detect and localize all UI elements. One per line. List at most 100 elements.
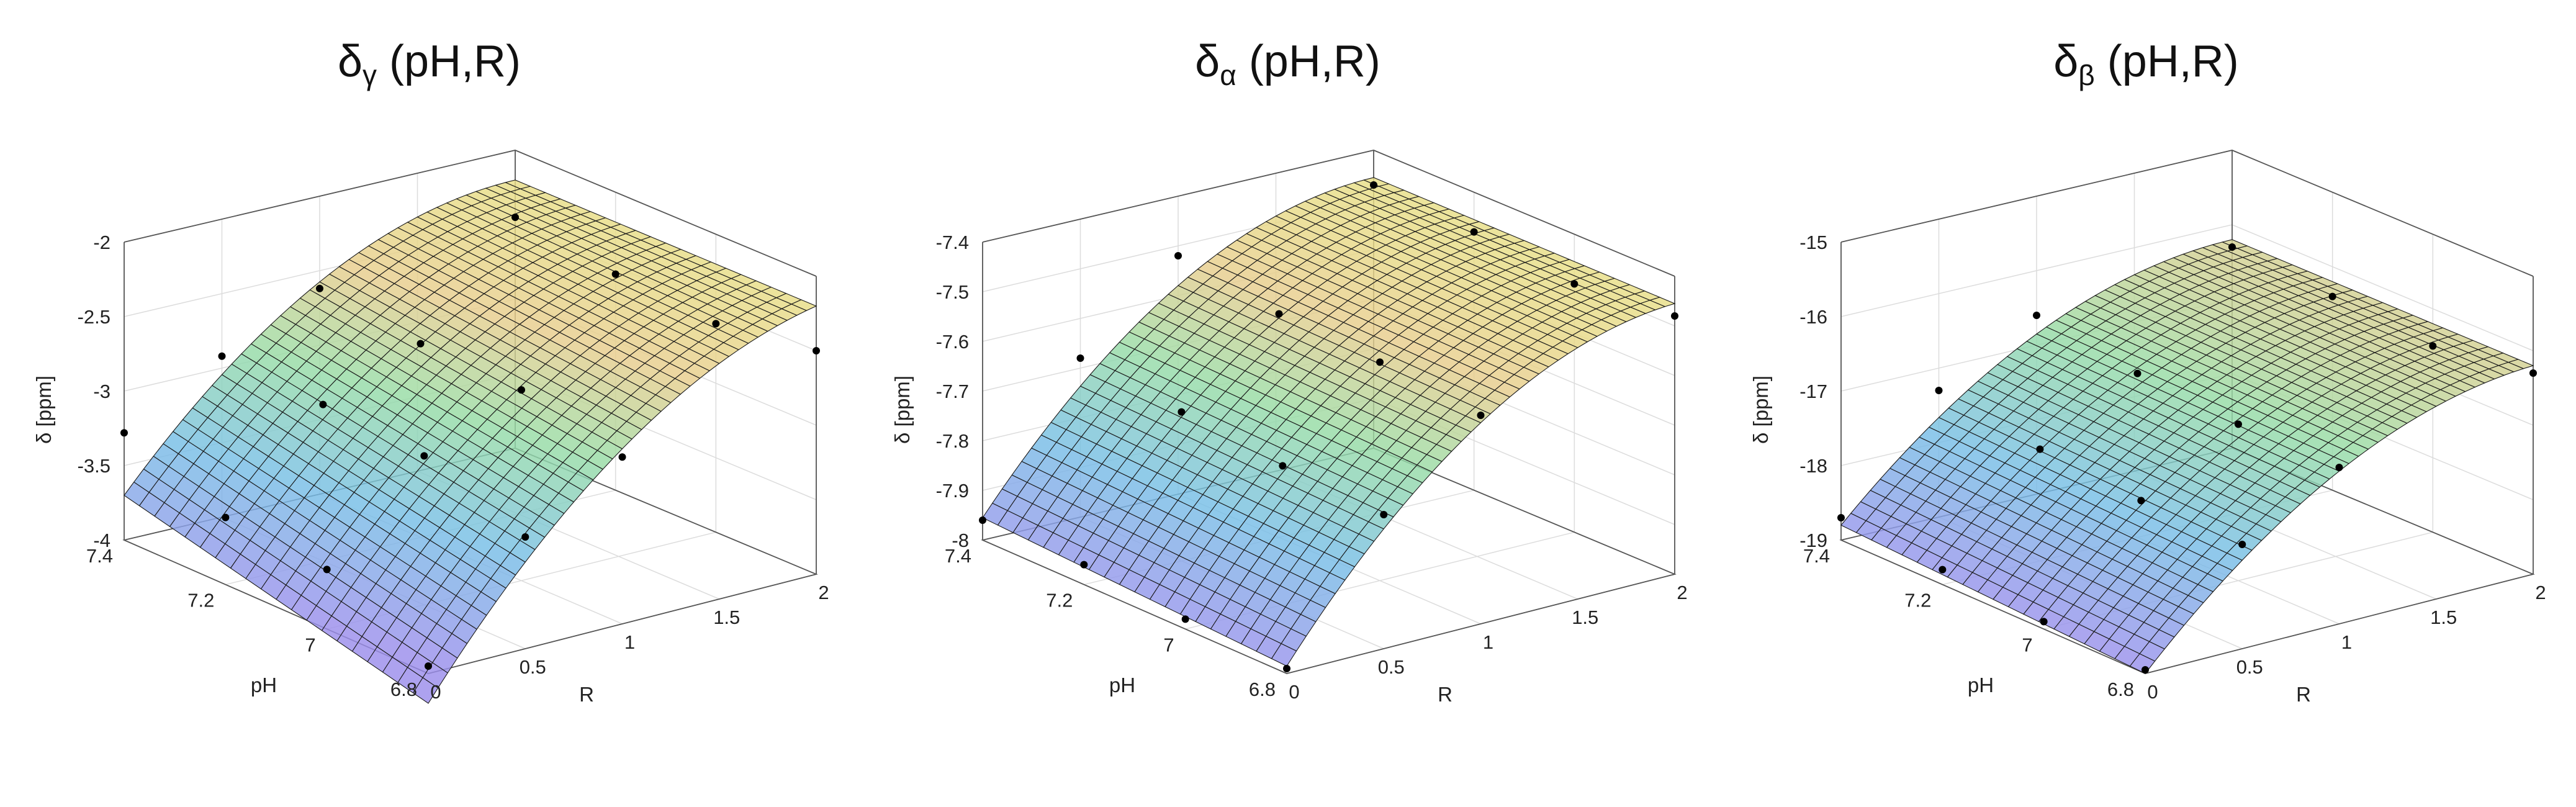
y-tick-label: 6.8 <box>390 679 417 700</box>
y-axis-label: pH <box>1109 674 1135 697</box>
data-point <box>618 453 626 461</box>
data-point <box>1178 408 1186 416</box>
data-point <box>712 320 720 328</box>
z-tick-label: -3 <box>93 381 110 402</box>
y-tick-label: 6.8 <box>2107 679 2134 700</box>
z-tick-label: -7.7 <box>936 381 969 402</box>
y-tick-label: 7 <box>305 634 315 656</box>
x-axis-label: R <box>1438 683 1452 706</box>
y-tick-label: 6.8 <box>1249 679 1276 700</box>
data-point <box>611 270 619 278</box>
z-axis-label: δ [ppm] <box>32 376 55 444</box>
y-tick-label: 7.2 <box>187 590 214 611</box>
z-tick-label: -2.5 <box>78 306 110 328</box>
data-point <box>120 429 128 437</box>
data-point <box>2235 420 2242 428</box>
surface-cell <box>2507 359 2534 369</box>
data-point <box>2036 445 2044 453</box>
x-tick-label: 1 <box>2341 631 2352 653</box>
data-point <box>323 566 331 574</box>
x-tick-label: 0 <box>2147 681 2158 703</box>
data-point <box>1935 387 1943 394</box>
data-point <box>1837 514 1845 521</box>
y-axis-label: pH <box>1968 674 1994 697</box>
z-tick-label: -7.5 <box>936 281 969 303</box>
z-tick-label: -3.5 <box>78 455 110 477</box>
data-point <box>319 400 327 408</box>
data-point <box>2228 243 2236 251</box>
data-point <box>813 347 820 354</box>
y-axis-label: pH <box>251 674 277 697</box>
x-tick-label: 1 <box>1483 631 1493 653</box>
data-point <box>1080 561 1088 569</box>
surface-plot-beta: -19 -18 -17 -16 -15 6.8 7 7.2 7.4 0 0.5 1 1.5 2 δ [ppm… <box>1749 150 2546 706</box>
data-point <box>2328 292 2336 300</box>
surface-cell <box>790 299 817 311</box>
chart-title: δα (pH,R) <box>1195 37 1380 91</box>
data-point <box>420 452 428 460</box>
data-point <box>1181 615 1189 623</box>
z-tick-label: -7.8 <box>936 430 969 452</box>
x-tick-label: 1.5 <box>713 606 740 628</box>
y-tick-label: 7.4 <box>86 545 113 567</box>
x-tick-label: 0.5 <box>1378 656 1405 678</box>
data-point <box>2429 342 2437 350</box>
chart-title: δβ (pH,R) <box>2053 37 2239 91</box>
z-tick-label: -18 <box>1799 455 1827 477</box>
x-tick-label: 1.5 <box>2430 606 2457 628</box>
z-tick-label: -4 <box>93 530 110 551</box>
data-point <box>1275 310 1283 318</box>
z-tick-label: -7.9 <box>936 480 969 502</box>
data-point <box>1076 354 1084 362</box>
data-point <box>1279 462 1287 470</box>
data-point <box>1671 312 1678 320</box>
data-point <box>2141 666 2149 674</box>
data-point <box>1370 181 1377 189</box>
x-axis-label: R <box>579 683 594 706</box>
data-points <box>120 214 820 670</box>
data-point <box>2133 369 2141 377</box>
y-tick-label: 7.2 <box>1904 590 1931 611</box>
data-point <box>1477 412 1485 419</box>
x-tick-label: 0.5 <box>520 656 546 678</box>
z-tick-label: -7.6 <box>936 331 969 353</box>
chart-panel-beta: δβ (pH,R) -19 -18 -17 -16 -15 6.8 7 7.2 7.4 0 0.5 1… <box>1717 0 2575 807</box>
data-point <box>2529 369 2537 377</box>
data-point <box>316 284 323 292</box>
data-point <box>1570 280 1578 288</box>
data-points <box>1837 243 2537 674</box>
x-tick-label: 2 <box>1677 582 1687 603</box>
z-tick-label: -19 <box>1799 530 1827 551</box>
z-axis-label: δ [ppm] <box>1749 376 1772 444</box>
z-tick-label: -16 <box>1799 306 1827 328</box>
data-point <box>2238 541 2246 548</box>
data-point <box>518 386 525 394</box>
data-points <box>979 181 1678 672</box>
x-tick-label: 1 <box>624 631 635 653</box>
data-point <box>979 516 986 524</box>
surface-plot-alpha: -8 -7.9 -7.8 -7.7 -7.6 -7.5 -7.4 6.8 7 7.2 7.4 0 0.5… <box>891 150 1688 706</box>
x-tick-label: 2 <box>2535 582 2546 603</box>
x-tick-label: 0 <box>1289 681 1299 703</box>
chart-panel-gamma: δγ (pH,R) -4 -3.5 -3 -2.5 -2 6.8 7 7.2 7.4 0 0.5 1 1… <box>0 0 858 807</box>
surface-mesh <box>1840 239 2534 674</box>
surface-mesh <box>124 179 817 704</box>
data-point <box>2040 618 2048 626</box>
data-point <box>2335 464 2343 471</box>
data-point <box>1380 511 1388 518</box>
data-point <box>1470 228 1478 236</box>
x-tick-label: 2 <box>818 582 829 603</box>
x-tick-label: 0 <box>430 681 441 703</box>
chart-title: δγ (pH,R) <box>337 37 521 91</box>
z-tick-label: -2 <box>93 232 110 253</box>
data-point <box>2137 497 2145 505</box>
x-tick-label: 0.5 <box>2236 656 2263 678</box>
z-tick-label: -15 <box>1799 232 1827 253</box>
chart-panel-alpha: δα (pH,R) -8 -7.9 -7.8 -7.7 -7.6 -7.5 -7.4 6.8 7… <box>858 0 1717 807</box>
data-point <box>218 352 226 360</box>
surface-mesh <box>982 177 1676 667</box>
data-point <box>1376 358 1384 366</box>
z-tick-label: -17 <box>1799 381 1827 402</box>
z-tick-label: -8 <box>952 530 969 551</box>
z-axis-label: δ [ppm] <box>891 376 914 444</box>
